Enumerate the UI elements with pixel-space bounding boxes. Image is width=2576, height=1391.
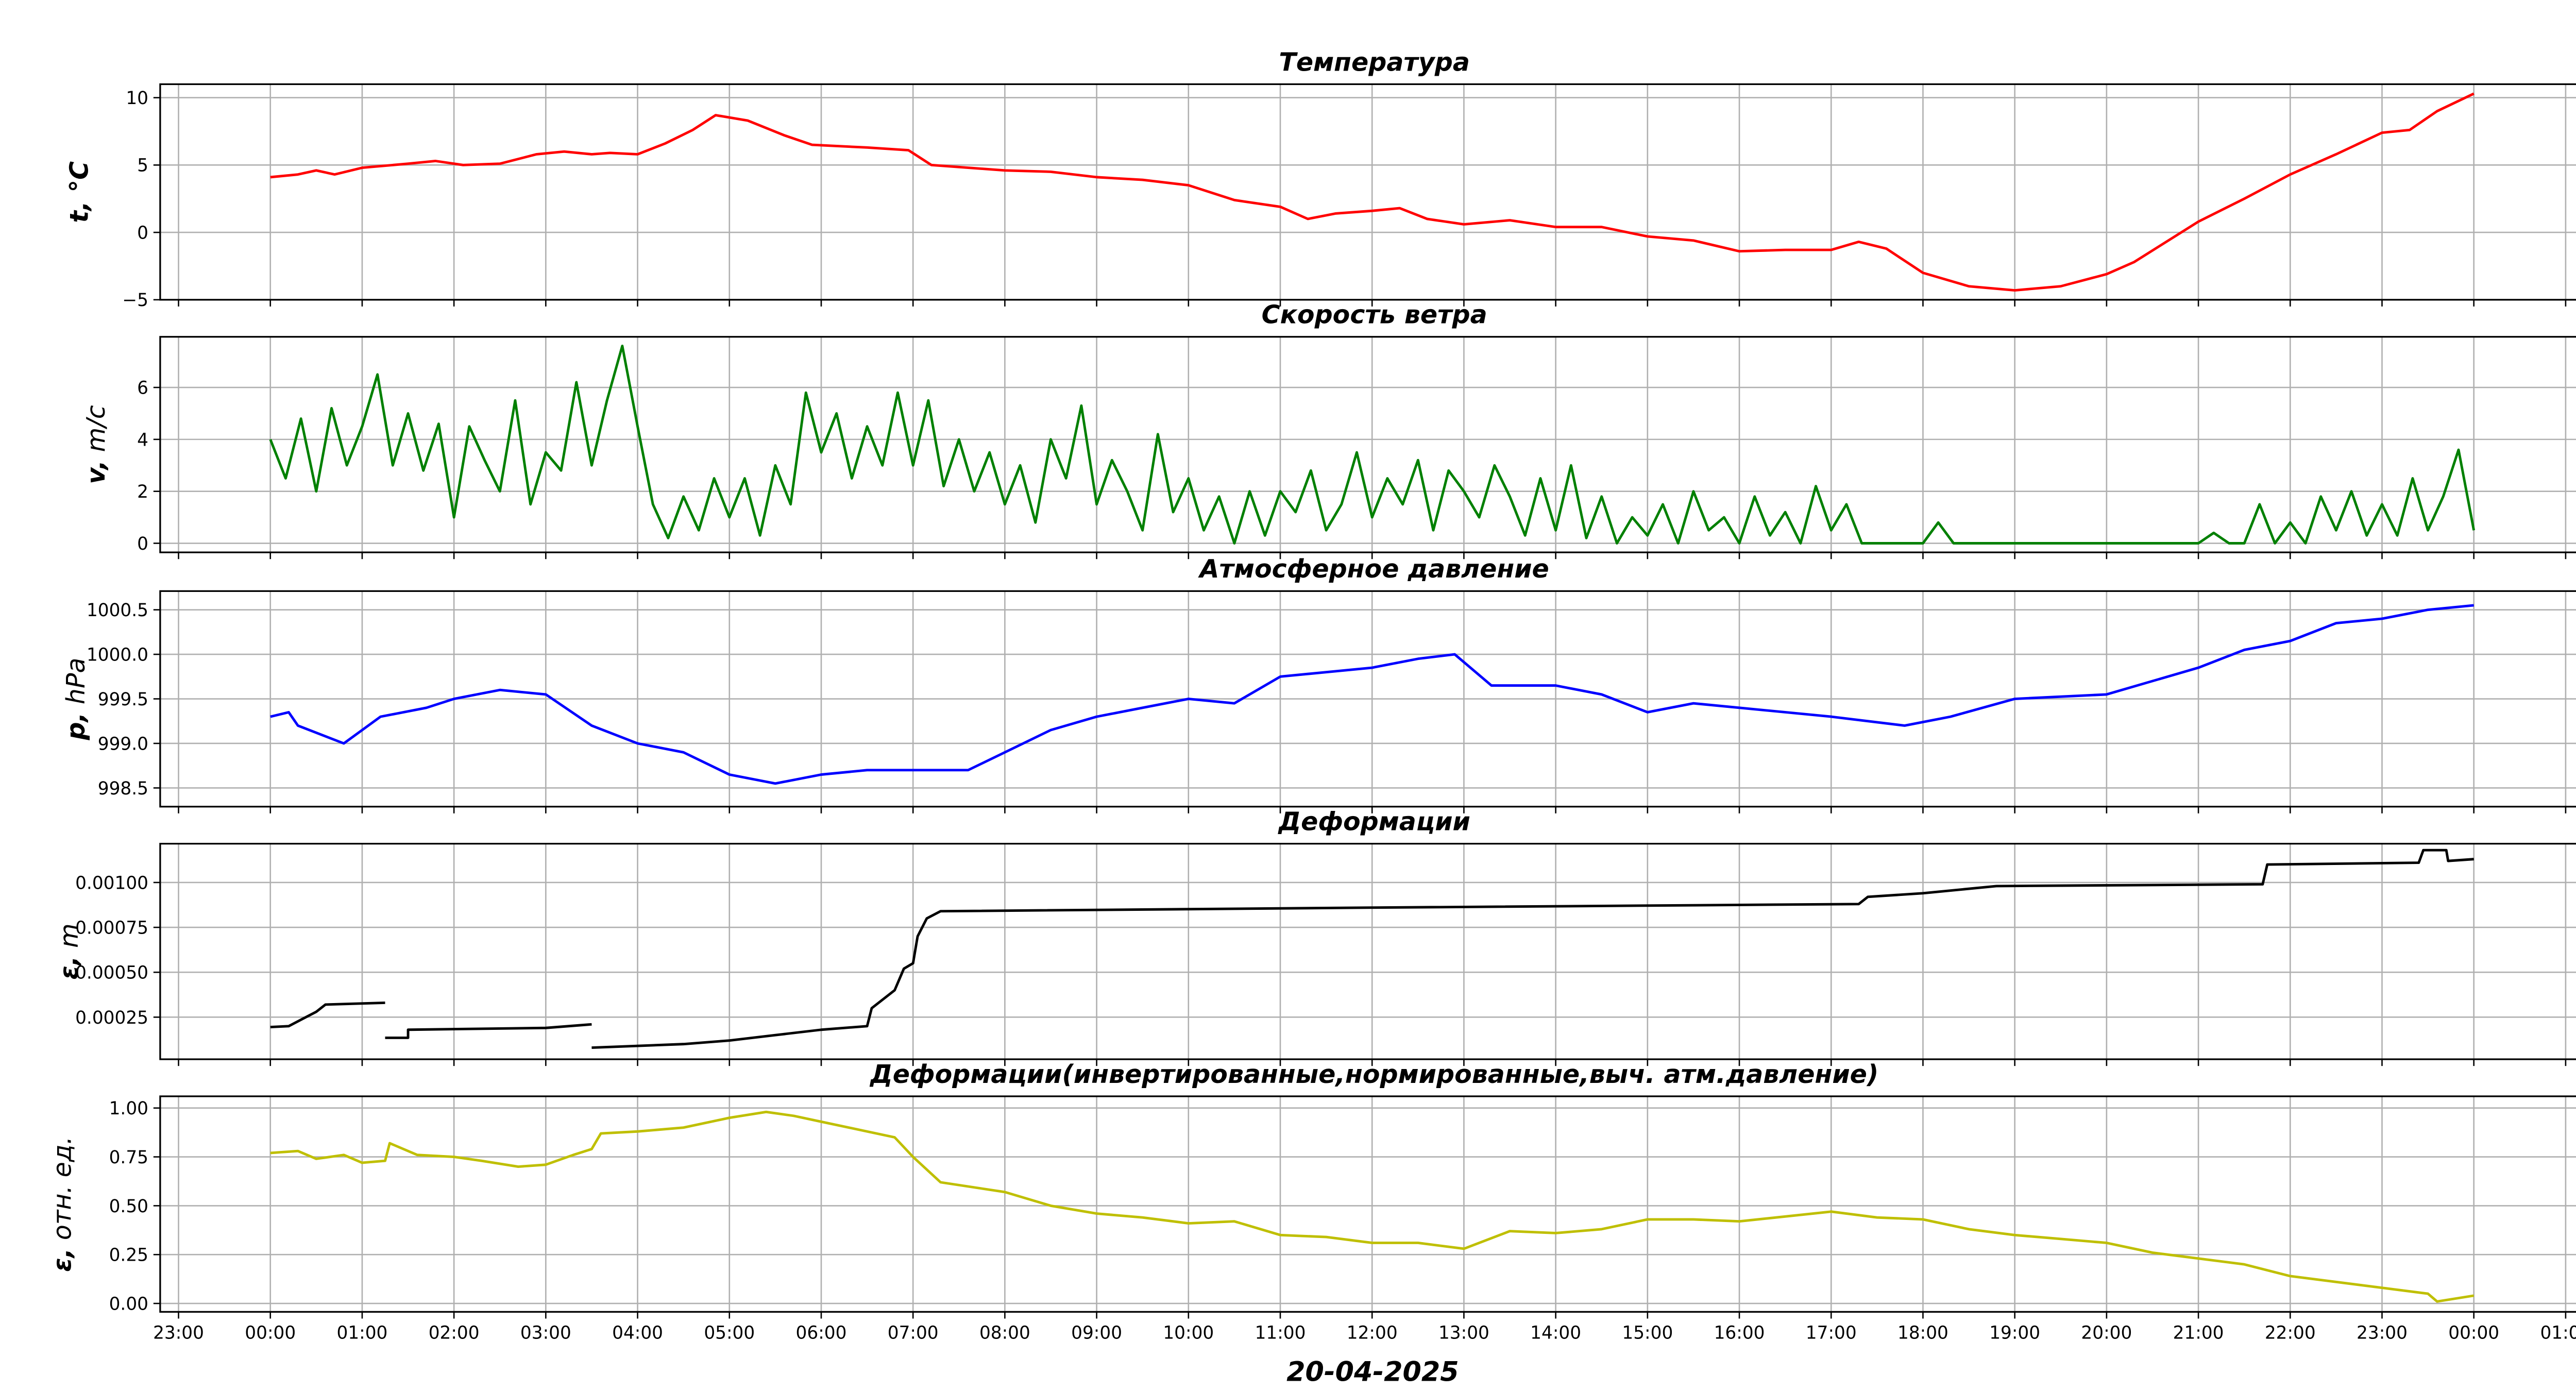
axes-frame (159, 590, 2576, 808)
y-axis-label: ε, m (54, 923, 84, 979)
axes-frame (159, 1095, 2576, 1313)
y-tick-label: −5 (122, 290, 148, 311)
y-axis-label-unit: hPa (61, 658, 91, 713)
series-line (591, 849, 2474, 1049)
series-line (270, 604, 2474, 785)
subplot-title: Деформации(инвертированные,нормированные… (869, 1059, 1878, 1089)
subplot-3: 998.5 999.0 999.5 1000.0 1000.5 Атмосферное д… (61, 554, 2576, 813)
axes-frame (159, 83, 2576, 301)
y-tick-label: 5 (137, 156, 148, 176)
y-tick-label: 0 (137, 223, 148, 244)
y-tick-label: 0.00025 (75, 1008, 148, 1028)
series-line (270, 92, 2475, 292)
y-tick-label: 998.5 (98, 778, 148, 799)
x-tick-label: 12:00 (1347, 1323, 1398, 1344)
y-axis-label-symbol: ε, (54, 956, 84, 980)
y-tick-label: 6 (137, 378, 148, 398)
x-tick-label: 02:00 (429, 1323, 480, 1344)
x-tick-label: 18:00 (1897, 1323, 1948, 1344)
x-tick-label: 08:00 (979, 1323, 1030, 1344)
y-tick-label: 1000.0 (87, 645, 148, 666)
y-tick-label: 0.75 (109, 1147, 148, 1168)
x-tick-label: 22:00 (2265, 1323, 2316, 1344)
axes-frame (159, 843, 2576, 1060)
x-tick-label: 20:00 (2081, 1323, 2132, 1344)
series-line (270, 1110, 2475, 1303)
y-axis-label: p, hPa (61, 658, 91, 741)
axes-frame (159, 336, 2576, 553)
series-line (385, 1023, 592, 1039)
subplot-2: 0 2 4 6 Скорость ветра v, m/c (81, 300, 2576, 559)
y-tick-label: 0.25 (109, 1245, 148, 1266)
y-tick-label: 1000.5 (87, 600, 148, 621)
x-tick-label: 11:00 (1255, 1323, 1306, 1344)
x-tick-label: 21:00 (2173, 1323, 2224, 1344)
y-axis-label-unit: m (54, 923, 84, 956)
y-tick-label: 999.5 (98, 689, 148, 710)
y-tick-label: 0.00100 (75, 873, 148, 893)
y-tick-label: 0 (137, 534, 148, 554)
subplot-title: Деформации (1277, 807, 1470, 837)
x-tick-label: 06:00 (796, 1323, 847, 1344)
x-tick-label: 16:00 (1714, 1323, 1765, 1344)
subplot-4: 0.00025 0.00050 0.00075 0.00100 Деформации ε,… (54, 807, 2576, 1066)
x-axis-label: 20-04-2025 (1286, 1356, 1459, 1387)
y-tick-label: 0.00 (109, 1294, 148, 1314)
x-tick-label: 15:00 (1622, 1323, 1673, 1344)
subplot-1: −5 0 5 10 Температура t, °C (64, 47, 2576, 311)
y-tick-label: 0.50 (109, 1196, 148, 1217)
y-axis-label-symbol: p, (61, 713, 91, 741)
y-tick-label: 2 (137, 482, 148, 502)
y-axis-label-symbol: v, (81, 460, 111, 484)
y-axis-label: t, °C (64, 161, 94, 223)
x-tick-label: 01:00 (337, 1323, 388, 1344)
subplot-title: Атмосферное давление (1198, 554, 1549, 584)
x-tick-label: 17:00 (1806, 1323, 1857, 1344)
y-tick-label: 0.00050 (75, 963, 148, 983)
subplot-title: Скорость ветра (1262, 300, 1487, 330)
x-tick-label: 19:00 (1989, 1323, 2040, 1344)
x-tick-label: 04:00 (612, 1323, 663, 1344)
y-tick-label: 0.00075 (75, 918, 148, 938)
x-tick-label: 05:00 (704, 1323, 755, 1344)
x-tick-label: 00:00 (245, 1323, 296, 1344)
x-tick-label: 07:00 (888, 1323, 939, 1344)
y-axis-label: v, m/c (81, 405, 111, 484)
series-line (269, 344, 2476, 545)
series-line (270, 1002, 385, 1028)
subplot-5: 23:00 00:00 01:00 02:00 03:00 04:00 05:00 06:00… (47, 1059, 2576, 1344)
subplot-title: Температура (1279, 47, 1470, 77)
x-tick-label: 23:00 (2357, 1323, 2408, 1344)
x-tick-label: 03:00 (520, 1323, 571, 1344)
y-axis-label-symbol: ε, (47, 1248, 77, 1272)
y-tick-label: 999.0 (98, 734, 148, 754)
x-tick-label: 10:00 (1163, 1323, 1214, 1344)
y-tick-label: 10 (126, 88, 148, 109)
y-axis-label-unit: отн. ед. (47, 1136, 77, 1248)
x-tick-label: 13:00 (1438, 1323, 1489, 1344)
x-tick-label: 14:00 (1530, 1323, 1581, 1344)
y-tick-label: 4 (137, 430, 148, 450)
x-tick-label: 00:00 (2448, 1323, 2499, 1344)
x-tick-label: 23:00 (153, 1323, 204, 1344)
x-tick-label: 01:00 (2540, 1323, 2576, 1344)
y-axis-label: ε, отн. ед. (47, 1136, 77, 1272)
x-tick-label: 09:00 (1071, 1323, 1122, 1344)
y-axis-label-unit: m/c (81, 405, 111, 460)
y-tick-label: 1.00 (109, 1098, 148, 1119)
